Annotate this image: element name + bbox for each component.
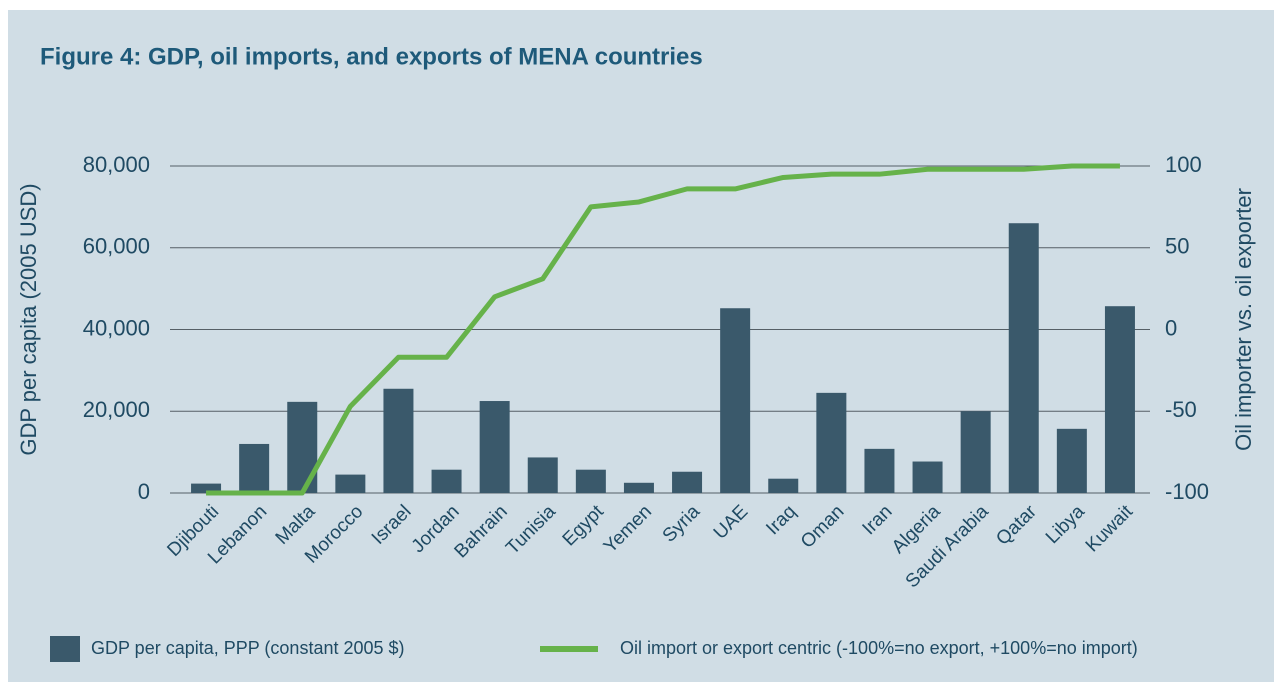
y-tick-label: 40,000 <box>83 315 150 340</box>
bar <box>1104 306 1135 493</box>
bar <box>720 308 751 493</box>
chart-title: Figure 4: GDP, oil imports, and exports … <box>40 43 703 70</box>
y2-tick-label: 100 <box>1165 152 1202 177</box>
bar <box>864 448 895 493</box>
bar <box>1056 428 1087 493</box>
bar <box>768 478 799 493</box>
bar <box>672 471 703 493</box>
legend-swatch <box>50 636 80 662</box>
y-tick-label: 0 <box>138 479 150 504</box>
bar <box>383 388 414 493</box>
y-tick-label: 80,000 <box>83 152 150 177</box>
bar <box>479 401 510 493</box>
legend-label: GDP per capita, PPP (constant 2005 $) <box>91 638 405 658</box>
y2-tick-label: -100 <box>1165 479 1209 504</box>
y2-tick-label: -50 <box>1165 397 1197 422</box>
panel <box>8 10 1274 682</box>
y2-tick-label: 0 <box>1165 315 1177 340</box>
bar <box>239 443 270 493</box>
y-tick-label: 20,000 <box>83 397 150 422</box>
bar <box>431 469 462 493</box>
y2-tick-label: 50 <box>1165 234 1189 259</box>
bar <box>335 474 366 493</box>
y-tick-label: 60,000 <box>83 234 150 259</box>
line <box>206 163 1120 496</box>
bar <box>287 401 318 493</box>
legend-label: Oil import or export centric (-100%=no e… <box>620 638 1138 658</box>
bar <box>191 483 222 493</box>
bar <box>527 457 558 493</box>
bar <box>960 411 991 493</box>
y-axis-label: GDP per capita (2005 USD) <box>16 183 41 455</box>
bar <box>575 469 606 493</box>
bar <box>816 392 847 493</box>
bar <box>623 482 654 493</box>
bar <box>912 461 943 493</box>
y2-axis-label: Oil importer vs. oil exporter <box>1231 188 1256 451</box>
bar <box>1008 223 1039 493</box>
